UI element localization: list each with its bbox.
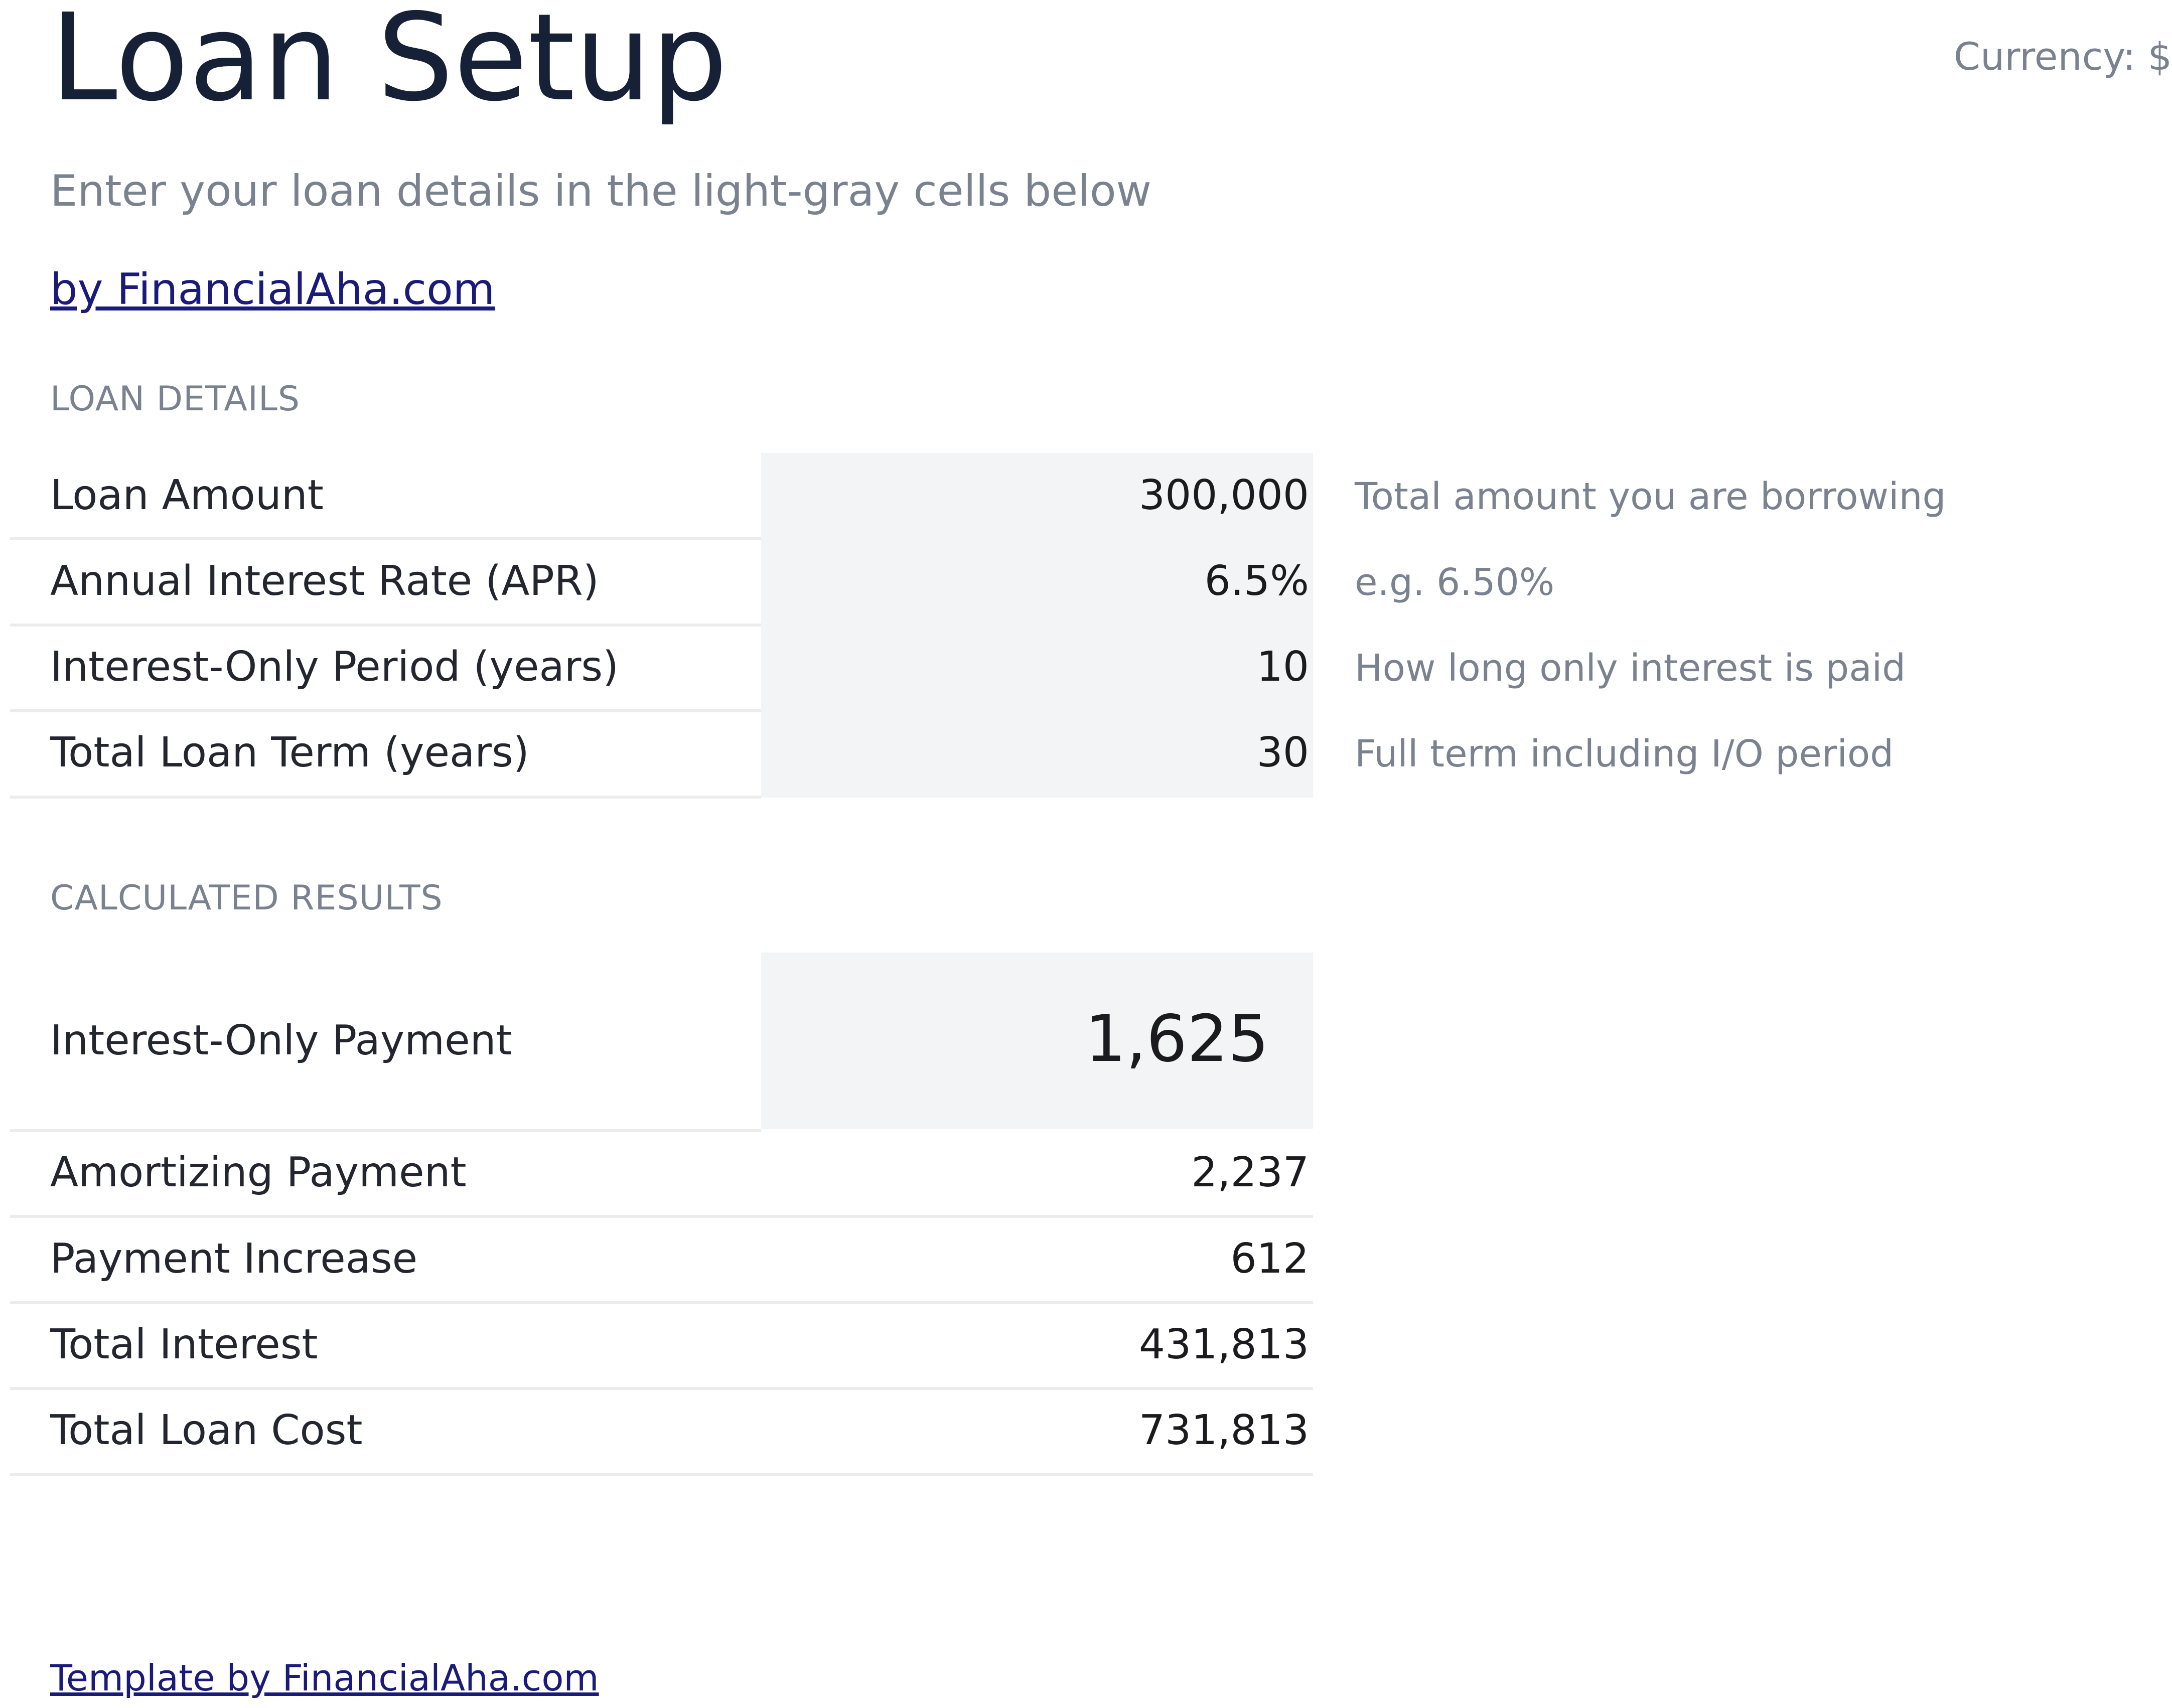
payment-increase-label: Payment Increase (50, 1235, 418, 1283)
row-divider (10, 624, 761, 627)
interest-rate-hint: e.g. 6.50% (1355, 561, 1555, 604)
row-divider (10, 1215, 1313, 1218)
page-title: Loan Setup (50, 0, 728, 128)
interest-rate-input[interactable]: 6.5% (1204, 557, 1309, 605)
io-period-label: Interest-Only Period (years) (50, 643, 619, 691)
row-divider (10, 1473, 1313, 1476)
row-divider (10, 537, 761, 540)
total-interest-value: 431,813 (1138, 1321, 1309, 1368)
page-subtitle: Enter your loan details in the light-gra… (50, 166, 1151, 216)
io-period-hint: How long only interest is paid (1355, 647, 1906, 690)
amortizing-payment-label: Amortizing Payment (50, 1149, 467, 1196)
loan-amount-label: Loan Amount (50, 472, 324, 519)
row-divider (10, 709, 761, 712)
loan-term-label: Total Loan Term (years) (50, 729, 529, 777)
io-period-input[interactable]: 10 (1256, 643, 1309, 691)
io-payment-label: Interest-Only Payment (50, 1017, 512, 1064)
calculated-results-heading: CALCULATED RESULTS (50, 878, 443, 918)
loan-amount-input[interactable]: 300,000 (1138, 472, 1309, 519)
input-cells-background (761, 453, 1313, 798)
loan-amount-hint: Total amount you are borrowing (1355, 475, 1946, 518)
currency-indicator: Currency: $ (1954, 34, 2172, 79)
row-divider (10, 1387, 1313, 1390)
loan-term-input[interactable]: 30 (1256, 729, 1309, 777)
total-loan-cost-value: 731,813 (1138, 1407, 1309, 1454)
loan-term-hint: Full term including I/O period (1355, 732, 1894, 775)
row-divider (10, 1129, 761, 1132)
row-divider (10, 1301, 1313, 1304)
io-payment-value: 1,625 (1085, 1002, 1269, 1076)
interest-rate-label: Annual Interest Rate (APR) (50, 557, 599, 605)
loan-details-heading: LOAN DETAILS (50, 379, 300, 419)
footer-template-link[interactable]: Template by FinancialAha.com (50, 1657, 599, 1699)
payment-increase-value: 612 (1230, 1235, 1309, 1283)
primary-result-background (761, 953, 1313, 1129)
total-loan-cost-label: Total Loan Cost (50, 1407, 363, 1454)
total-interest-label: Total Interest (50, 1321, 318, 1368)
amortizing-payment-value: 2,237 (1191, 1149, 1309, 1196)
row-divider (10, 796, 761, 799)
byline-link[interactable]: by FinancialAha.com (50, 264, 495, 315)
